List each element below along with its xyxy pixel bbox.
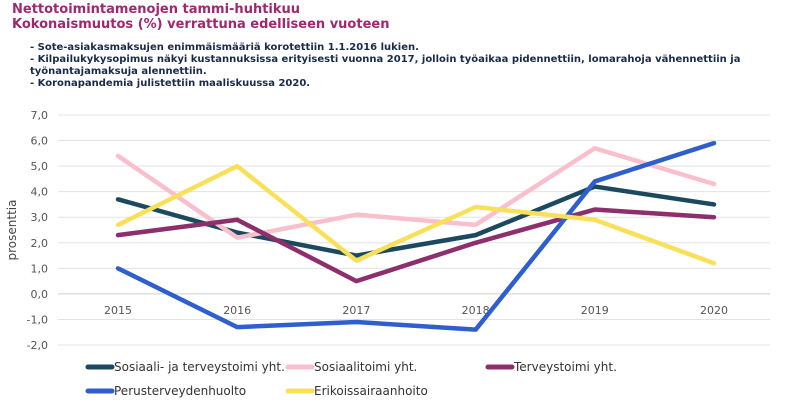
y-tick-labels: -2,0 -1,0 0,0 1,0 2,0 3,0 4,0 5,0 6,0 7,0 <box>27 109 48 352</box>
chart-subtitle: Kokonaismuutos (%) verrattuna edelliseen… <box>12 17 390 32</box>
y-tick-label: -2,0 <box>27 339 48 352</box>
series-lines <box>115 140 717 332</box>
legend-label: Erikoissairaanhoito <box>314 384 428 398</box>
chart-title: Nettotoimintamenojen tammi-huhtikuu <box>12 2 301 17</box>
y-tick-label: 2,0 <box>31 237 49 250</box>
chart-notes: - Sote-asiakasmaksujen enimmäismääriä ko… <box>30 42 782 90</box>
legend-label: Sosiaalitoimi yht. <box>314 360 417 374</box>
y-tick-label: 6,0 <box>31 135 49 148</box>
note-2: - Kilpailukykysopimus näkyi kustannuksis… <box>30 54 741 77</box>
legend-label: Terveystoimi yht. <box>513 360 617 374</box>
x-tick-label: 2018 <box>462 304 490 317</box>
x-tick-label: 2015 <box>104 304 132 317</box>
series-line <box>115 207 717 284</box>
series-line <box>115 184 717 258</box>
x-tick-label: 2019 <box>581 304 609 317</box>
y-tick-label: 7,0 <box>31 109 49 122</box>
x-tick-label: 2020 <box>700 304 728 317</box>
x-tick-label: 2016 <box>223 304 251 317</box>
legend-label: Sosiaali- ja terveystoimi yht. <box>114 360 285 374</box>
legend: Sosiaali- ja terveystoimi yht. Sosiaalito… <box>85 360 617 398</box>
y-tick-label: 1,0 <box>31 262 49 275</box>
y-tick-label: 4,0 <box>31 186 49 199</box>
y-tick-label: 5,0 <box>31 160 49 173</box>
y-tick-label: 0,0 <box>31 288 49 301</box>
note-3: - Koronapandemia julistettiin maaliskuus… <box>30 78 311 89</box>
x-tick-label: 2017 <box>342 304 370 317</box>
y-tick-label: -1,0 <box>27 313 48 326</box>
y-tick-label: 3,0 <box>31 211 49 224</box>
note-1: - Sote-asiakasmaksujen enimmäismääriä ko… <box>30 42 419 53</box>
x-tick-labels: 2015 2016 2017 2018 2019 2020 <box>104 304 728 317</box>
series-line <box>115 140 717 332</box>
y-axis-label: prosenttia <box>5 200 19 261</box>
series-line <box>115 163 717 266</box>
legend-label: Perusterveydenhuolto <box>114 384 246 398</box>
